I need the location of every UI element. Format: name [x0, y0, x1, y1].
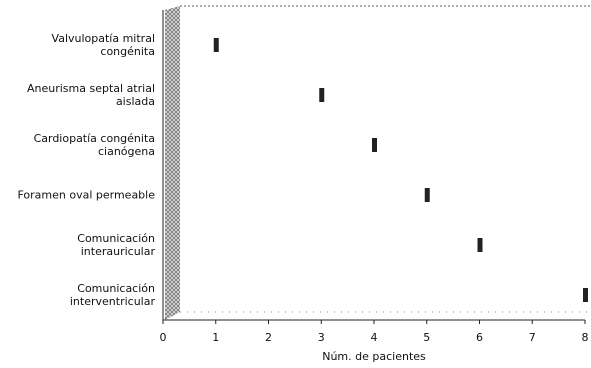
- x-tick-label: 5: [423, 331, 430, 344]
- y-tick-label: Comunicación interventricular: [69, 282, 155, 308]
- marker: [319, 88, 325, 102]
- marker: [424, 188, 430, 202]
- y-tick-label: Comunicación interauricular: [77, 232, 155, 258]
- x-tick-label: 1: [212, 331, 219, 344]
- x-tick-label: 2: [265, 331, 272, 344]
- y-tick-label: Foramen oval permeable: [17, 188, 155, 202]
- marker: [583, 288, 588, 302]
- x-tick-label: 3: [318, 331, 325, 344]
- x-tick-label: 4: [371, 331, 378, 344]
- marker: [213, 38, 219, 52]
- y-tick-label: Cardiopatía congénita cianógena: [33, 132, 155, 158]
- x-tick-label: 6: [476, 331, 483, 344]
- marker: [372, 138, 377, 152]
- x-tick-label: 7: [529, 331, 536, 344]
- y-tick-label: Valvulopatía mitral congénita: [51, 32, 155, 58]
- marker: [477, 238, 483, 252]
- y-tick-label: Aneurisma septal atrial aislada: [26, 82, 155, 108]
- side-wall: [165, 6, 180, 320]
- x-tick-label: 8: [582, 331, 589, 344]
- x-tick-label: 0: [160, 331, 167, 344]
- x-axis-title: Núm. de pacientes: [322, 350, 426, 363]
